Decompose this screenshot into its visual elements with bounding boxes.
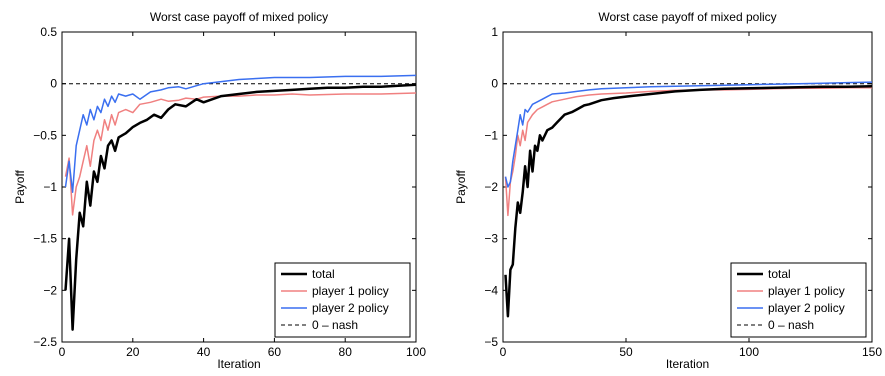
y-tick-label: 0	[50, 77, 57, 91]
legend-label-player1: player 1 policy	[312, 284, 389, 298]
x-tick-label: 0	[59, 345, 66, 359]
series-line-total	[504, 84, 872, 318]
series-line-player2	[64, 74, 416, 193]
legend: total player 1 policy player 2 policy 0 – n…	[730, 262, 867, 338]
y-tick-label: −3	[484, 232, 498, 246]
x-axis-label: Iteration	[666, 357, 709, 371]
legend-label-player2: player 2 policy	[768, 301, 845, 315]
chart-title: Worst case payoff of mixed policy	[150, 10, 328, 24]
y-tick-label: −4	[484, 283, 498, 297]
y-tick-label: −2	[484, 180, 498, 194]
series-line-player2	[504, 81, 872, 188]
legend: total player 1 policy player 2 policy 0 – n…	[274, 262, 411, 338]
legend-label-total: total	[312, 267, 335, 281]
y-tick-label: −5	[484, 335, 498, 349]
y-tick-label: −1	[43, 180, 57, 194]
y-tick-label: 1	[491, 25, 498, 39]
legend-box	[274, 262, 411, 338]
series-line-total	[64, 83, 416, 331]
y-tick-label: −1	[484, 128, 498, 142]
x-tick-label: 20	[126, 345, 140, 359]
y-tick-label: −1.5	[33, 232, 57, 246]
y-tick-label: 0	[491, 77, 498, 91]
y-tick-label: 0.5	[40, 25, 57, 39]
y-tick-label: −2	[43, 283, 57, 297]
x-tick-label: 150	[862, 345, 882, 359]
x-tick-label: 60	[268, 345, 282, 359]
x-tick-label: 80	[339, 345, 353, 359]
chart-title: Worst case payoff of mixed policy	[598, 10, 776, 24]
x-tick-label: 50	[619, 345, 633, 359]
legend-label-player2: player 2 policy	[312, 301, 389, 315]
y-tick-label: −0.5	[33, 128, 57, 142]
legend-label-nash: 0 – nash	[768, 318, 814, 332]
x-tick-label: 100	[406, 345, 426, 359]
x-tick-label: 40	[197, 345, 211, 359]
series-line-player1	[64, 92, 416, 216]
chart-panel-1: Worst case payoff of mixed policy 0 20 40 60…	[13, 10, 426, 371]
y-tick-label: −2.5	[33, 335, 57, 349]
legend-label-player1: player 1 policy	[768, 284, 845, 298]
legend-label-nash: 0 – nash	[312, 318, 358, 332]
legend-label-total: total	[768, 267, 791, 281]
x-tick-label: 100	[739, 345, 759, 359]
x-tick-label: 0	[500, 345, 507, 359]
chart-panel-2: Worst case payoff of mixed policy 0 50 100 1…	[454, 10, 882, 371]
y-axis-label: Payoff	[454, 169, 468, 203]
y-axis-label: Payoff	[13, 169, 27, 203]
x-axis-label: Iteration	[217, 357, 260, 371]
